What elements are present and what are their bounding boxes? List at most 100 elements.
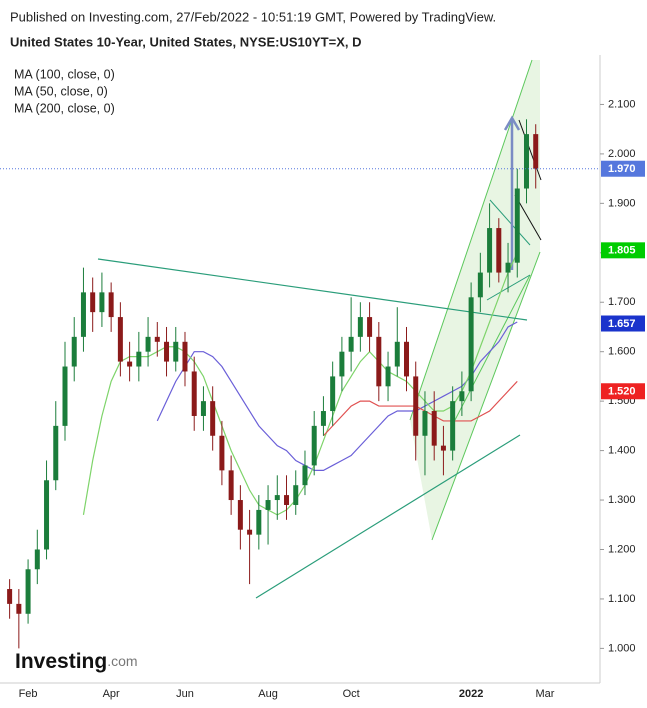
x-tick-label: Oct — [343, 688, 360, 700]
candle-body — [154, 336, 160, 342]
y-tick-label: 1.200 — [608, 543, 636, 555]
x-tick-label: Feb — [19, 688, 38, 700]
candle-body — [237, 500, 243, 530]
ma-line — [156, 321, 518, 471]
candle-body — [422, 411, 428, 436]
candle-body — [274, 495, 280, 501]
candle-body — [440, 445, 446, 451]
price-badge — [601, 242, 645, 259]
candle-body — [505, 262, 511, 273]
candle-body — [256, 509, 262, 535]
flag-line — [518, 119, 542, 181]
candle-body — [265, 500, 271, 510]
candle-body — [339, 351, 345, 377]
channel-line — [431, 251, 541, 541]
candle-body — [62, 366, 68, 426]
candle-body — [71, 336, 77, 367]
price-label: 1.657 — [608, 318, 636, 330]
candle-body — [191, 371, 197, 416]
published: Published on Investing.com, 27/Feb/2022 … — [10, 9, 496, 24]
y-tick-label: 1.000 — [608, 642, 636, 654]
candle-body — [496, 228, 502, 273]
candle-body — [34, 549, 40, 570]
legend-entry: MA (100, close, 0) — [14, 67, 115, 81]
trend-line — [489, 199, 531, 246]
ma-line — [322, 380, 518, 437]
candle-body — [385, 366, 391, 387]
candle-body — [7, 589, 13, 604]
candle-body — [459, 391, 465, 402]
candle-body — [514, 188, 520, 263]
candle-body — [487, 228, 493, 273]
x-tick-label: Mar — [535, 688, 554, 700]
candle-body — [117, 317, 123, 362]
legend-entry: MA (200, close, 0) — [14, 101, 115, 115]
trend-line — [97, 258, 528, 321]
candle-body — [16, 603, 22, 614]
candle-body — [173, 341, 179, 362]
candle-body — [80, 292, 86, 337]
candle-body — [450, 401, 456, 451]
y-tick-label: 1.400 — [608, 444, 636, 456]
candle-body — [136, 351, 142, 367]
candle-body — [145, 336, 151, 352]
candle-body — [523, 134, 529, 189]
y-tick-label: 2.100 — [608, 98, 636, 110]
candle-body — [394, 341, 400, 367]
candle-body — [200, 401, 206, 416]
candle-body — [413, 376, 419, 436]
x-tick-label: Jun — [176, 688, 194, 700]
candle-body — [210, 401, 216, 436]
candle-body — [311, 425, 317, 466]
candle-body — [25, 569, 31, 614]
price-badge — [601, 160, 645, 177]
price-label: 1.970 — [608, 163, 636, 175]
candle-body — [164, 341, 170, 362]
trend-line — [255, 434, 521, 599]
x-tick-label: 2022 — [459, 688, 483, 700]
logo: Investing.com — [15, 650, 138, 673]
candle-body — [302, 465, 308, 486]
candle-body — [376, 336, 382, 387]
price-label: 1.805 — [608, 245, 636, 257]
price-badge — [601, 315, 645, 332]
legend-entry: MA (50, close, 0) — [14, 84, 108, 98]
y-tick-label: 1.100 — [608, 593, 636, 605]
candle-body — [127, 361, 133, 367]
candle-body — [44, 480, 50, 550]
candle-body — [468, 297, 474, 392]
candle-body — [404, 341, 410, 377]
x-tick-label: Apr — [103, 688, 120, 700]
candle-body — [228, 470, 234, 501]
candle-body — [99, 292, 105, 313]
y-tick-label: 1.700 — [608, 296, 636, 308]
price-label: 1.520 — [608, 386, 636, 398]
candle-body — [431, 411, 437, 446]
arrow-head — [503, 115, 521, 131]
channel-line — [454, 274, 531, 421]
candle-body — [53, 425, 59, 481]
candle-body — [533, 134, 539, 169]
candle-body — [357, 317, 363, 337]
candle-body — [330, 376, 336, 412]
candle-body — [108, 292, 114, 318]
y-tick-label: 1.300 — [608, 494, 636, 506]
chart-title: United States 10-Year, United States, NY… — [10, 34, 361, 49]
y-tick-label: 2.000 — [608, 148, 636, 160]
candle-body — [348, 336, 354, 352]
y-tick-label: 1.900 — [608, 197, 636, 209]
channel-fill — [410, 60, 540, 540]
candle-body — [219, 435, 225, 471]
candle-body — [247, 529, 253, 535]
candle-body — [284, 495, 290, 505]
x-tick-label: Aug — [258, 688, 278, 700]
annotations — [97, 59, 542, 599]
candle-body — [182, 341, 188, 372]
ma-line — [82, 252, 518, 516]
candle-body — [90, 292, 96, 313]
candle-body — [367, 317, 373, 337]
candle-body — [477, 272, 483, 298]
price-badge — [601, 383, 645, 400]
